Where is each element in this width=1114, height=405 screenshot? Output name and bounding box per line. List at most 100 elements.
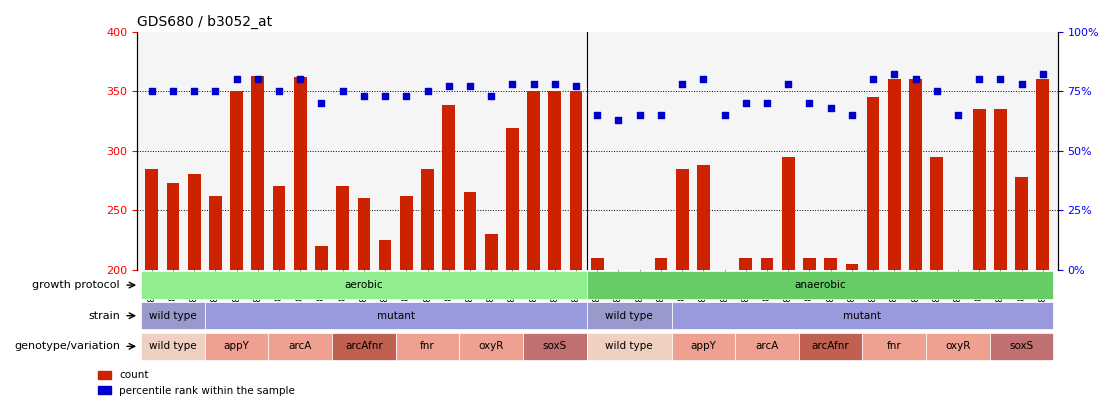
Bar xyxy=(485,234,498,270)
Text: wild type: wild type xyxy=(149,341,197,351)
Point xyxy=(631,112,648,118)
Point xyxy=(652,112,670,118)
Point xyxy=(780,81,798,87)
FancyBboxPatch shape xyxy=(205,302,587,330)
Bar xyxy=(442,105,456,270)
Point xyxy=(970,76,988,83)
Bar xyxy=(1015,177,1028,270)
Point xyxy=(673,81,691,87)
Text: arcAfnr: arcAfnr xyxy=(345,341,383,351)
Text: anaerobic: anaerobic xyxy=(794,280,846,290)
Text: appY: appY xyxy=(691,341,716,351)
FancyBboxPatch shape xyxy=(395,333,459,360)
FancyBboxPatch shape xyxy=(587,271,1054,299)
Bar xyxy=(867,97,879,270)
Point xyxy=(588,112,606,118)
Text: oxyR: oxyR xyxy=(479,341,504,351)
Bar xyxy=(824,258,837,270)
FancyBboxPatch shape xyxy=(862,333,926,360)
Bar xyxy=(697,165,710,270)
FancyBboxPatch shape xyxy=(735,333,799,360)
Text: wild type: wild type xyxy=(149,311,197,321)
Point xyxy=(440,83,458,90)
Point xyxy=(822,104,840,111)
Bar xyxy=(782,157,794,270)
Point xyxy=(164,88,182,94)
Bar xyxy=(527,91,540,270)
Bar xyxy=(930,157,944,270)
Bar xyxy=(209,196,222,270)
Bar xyxy=(740,258,752,270)
Bar xyxy=(612,270,625,353)
Point xyxy=(377,93,394,99)
Point xyxy=(313,100,331,106)
Text: arcA: arcA xyxy=(289,341,312,351)
Point xyxy=(864,76,882,83)
Point xyxy=(1013,81,1030,87)
Text: mutant: mutant xyxy=(377,311,414,321)
Text: oxyR: oxyR xyxy=(946,341,970,351)
Point xyxy=(206,88,224,94)
Point xyxy=(609,117,627,123)
FancyBboxPatch shape xyxy=(926,333,989,360)
Bar xyxy=(973,109,986,270)
Bar xyxy=(655,258,667,270)
Point xyxy=(504,81,521,87)
FancyBboxPatch shape xyxy=(141,271,587,299)
Bar xyxy=(569,91,583,270)
Bar xyxy=(273,186,285,270)
Point xyxy=(185,88,203,94)
Bar xyxy=(676,168,688,270)
Bar xyxy=(803,258,815,270)
Bar xyxy=(358,198,370,270)
Point xyxy=(482,93,500,99)
FancyBboxPatch shape xyxy=(587,302,672,330)
Point xyxy=(567,83,585,90)
Text: soxS: soxS xyxy=(1009,341,1034,351)
Text: soxS: soxS xyxy=(543,341,567,351)
Point xyxy=(759,100,776,106)
Text: aerobic: aerobic xyxy=(344,280,383,290)
Legend: count, percentile rank within the sample: count, percentile rank within the sample xyxy=(95,366,300,400)
Point xyxy=(886,71,903,78)
FancyBboxPatch shape xyxy=(587,333,672,360)
FancyBboxPatch shape xyxy=(141,302,205,330)
Point xyxy=(694,76,712,83)
Point xyxy=(843,112,861,118)
FancyBboxPatch shape xyxy=(672,333,735,360)
Point xyxy=(270,88,287,94)
Bar xyxy=(188,175,201,270)
Text: arcA: arcA xyxy=(755,341,779,351)
Bar xyxy=(761,258,773,270)
Point xyxy=(801,100,819,106)
Text: genotype/variation: genotype/variation xyxy=(14,341,120,351)
Text: strain: strain xyxy=(88,311,120,321)
Bar xyxy=(951,270,965,353)
Bar xyxy=(994,109,1007,270)
Bar xyxy=(252,76,264,270)
Point xyxy=(227,76,245,83)
Point xyxy=(949,112,967,118)
Bar xyxy=(379,240,391,270)
FancyBboxPatch shape xyxy=(205,333,268,360)
Text: GDS680 / b3052_at: GDS680 / b3052_at xyxy=(137,15,272,29)
Bar xyxy=(634,270,646,335)
Text: growth protocol: growth protocol xyxy=(32,280,120,290)
Bar xyxy=(146,168,158,270)
Point xyxy=(1034,71,1052,78)
Bar xyxy=(719,270,731,347)
Point xyxy=(525,81,543,87)
Bar xyxy=(400,196,412,270)
Point xyxy=(715,112,733,118)
Text: mutant: mutant xyxy=(843,311,881,321)
Text: wild type: wild type xyxy=(605,341,653,351)
FancyBboxPatch shape xyxy=(672,302,1054,330)
Bar xyxy=(1036,79,1049,270)
Point xyxy=(461,83,479,90)
FancyBboxPatch shape xyxy=(524,333,587,360)
Point xyxy=(907,76,925,83)
Text: appY: appY xyxy=(224,341,250,351)
Bar xyxy=(294,77,306,270)
Point xyxy=(546,81,564,87)
Point xyxy=(143,88,160,94)
